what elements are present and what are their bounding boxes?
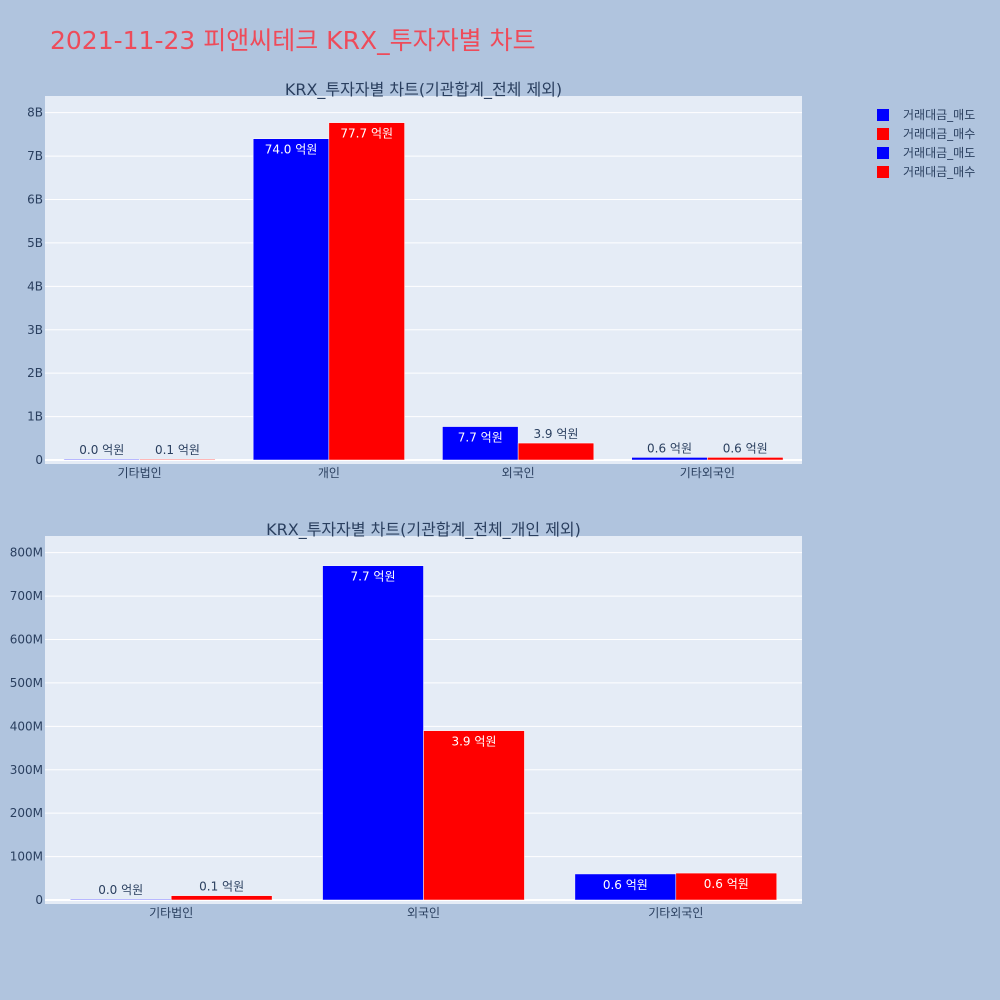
bar-data-label: 7.7 억원 bbox=[351, 570, 396, 584]
bar-data-label: 3.9 억원 bbox=[451, 735, 496, 749]
legend-item[interactable]: 거래대금_매수 bbox=[877, 127, 975, 141]
legend-label: 거래대금_매수 bbox=[903, 127, 975, 141]
y-tick-label: 400M bbox=[10, 719, 43, 733]
bar-data-label: 0.6 억원 bbox=[603, 878, 648, 892]
y-tick-label: 4B bbox=[27, 279, 43, 293]
legend-swatch bbox=[877, 147, 889, 159]
bar-data-label: 0.0 억원 bbox=[98, 883, 143, 897]
x-tick-label: 기타법인 bbox=[149, 906, 193, 920]
y-tick-label: 8B bbox=[27, 106, 43, 120]
bar bbox=[423, 730, 525, 901]
y-tick-label: 2B bbox=[27, 366, 43, 380]
y-tick-label: 3B bbox=[27, 323, 43, 337]
y-tick-label: 0 bbox=[35, 893, 43, 907]
bar-data-label: 74.0 억원 bbox=[265, 143, 318, 157]
y-tick-label: 800M bbox=[10, 546, 43, 560]
legend-swatch bbox=[877, 109, 889, 121]
chart-title: KRX_투자자별 차트(기관합계_전체_개인 제외) bbox=[266, 520, 581, 540]
x-tick-label: 개인 bbox=[318, 466, 340, 480]
legend-swatch bbox=[877, 166, 889, 178]
bar bbox=[517, 442, 595, 461]
y-tick-label: 6B bbox=[27, 193, 43, 207]
y-tick-label: 600M bbox=[10, 633, 43, 647]
legend-label: 거래대금_매도 bbox=[903, 146, 975, 160]
y-tick-label: 100M bbox=[10, 850, 43, 864]
bar bbox=[170, 895, 273, 901]
x-tick-label: 기타외국인 bbox=[680, 466, 735, 480]
x-tick-label: 기타외국인 bbox=[648, 906, 703, 920]
y-tick-label: 5B bbox=[27, 236, 43, 250]
legend-label: 거래대금_매도 bbox=[903, 108, 975, 122]
bar-data-label: 77.7 억원 bbox=[340, 127, 393, 141]
plots: KRX_투자자별 차트(기관합계_전체 제외) 0 1B 2B 3B 4B 5B 6B 7B 8B… bbox=[10, 80, 802, 920]
bar bbox=[675, 872, 778, 901]
legend-item[interactable]: 거래대금_매도 bbox=[877, 146, 975, 160]
bar bbox=[707, 457, 784, 461]
y-tick-label: 7B bbox=[27, 149, 43, 163]
bar bbox=[252, 138, 330, 461]
chart-1: KRX_투자자별 차트(기관합계_전체 제외) 0 1B 2B 3B 4B 5B 6B 7B 8B… bbox=[27, 80, 802, 480]
bar bbox=[322, 565, 424, 901]
legend-item[interactable]: 거래대금_매수 bbox=[877, 165, 975, 179]
bar-data-label: 0.6 억원 bbox=[723, 441, 768, 455]
x-tick-label: 외국인 bbox=[407, 906, 440, 920]
legend-label: 거래대금_매수 bbox=[903, 165, 975, 179]
bar-data-label: 0.1 억원 bbox=[199, 880, 244, 894]
y-tick-label: 1B bbox=[27, 410, 43, 424]
bar-data-label: 0.6 억원 bbox=[647, 441, 692, 455]
bar-data-label: 7.7 억원 bbox=[458, 431, 503, 445]
bar bbox=[69, 898, 172, 901]
x-tick-label: 기타법인 bbox=[118, 466, 162, 480]
x-tick-label: 외국인 bbox=[502, 466, 535, 480]
y-tick-label: 300M bbox=[10, 763, 43, 777]
bar-data-label: 0.0 억원 bbox=[79, 443, 124, 457]
y-tick-label: 200M bbox=[10, 806, 43, 820]
chart-2: KRX_투자자별 차트(기관합계_전체_개인 제외) 0 100M 200M 300M 4… bbox=[10, 520, 802, 920]
legend-swatch bbox=[877, 128, 889, 140]
bar-data-label: 3.9 억원 bbox=[533, 427, 578, 441]
bar-data-label: 0.1 억원 bbox=[155, 443, 200, 457]
bar bbox=[139, 458, 216, 461]
y-tick-label: 0 bbox=[35, 453, 43, 467]
bar bbox=[328, 122, 405, 461]
legend-item[interactable]: 거래대금_매도 bbox=[877, 108, 975, 122]
page-title: 2021-11-23 피앤씨테크 KRX_투자자별 차트 bbox=[50, 26, 536, 55]
bar bbox=[63, 458, 140, 461]
chart-title: KRX_투자자별 차트(기관합계_전체 제외) bbox=[285, 80, 562, 100]
y-tick-label: 500M bbox=[10, 676, 43, 690]
bar-data-label: 0.6 억원 bbox=[704, 877, 749, 891]
bar bbox=[631, 457, 708, 461]
y-tick-label: 700M bbox=[10, 589, 43, 603]
plot-area bbox=[45, 96, 802, 464]
